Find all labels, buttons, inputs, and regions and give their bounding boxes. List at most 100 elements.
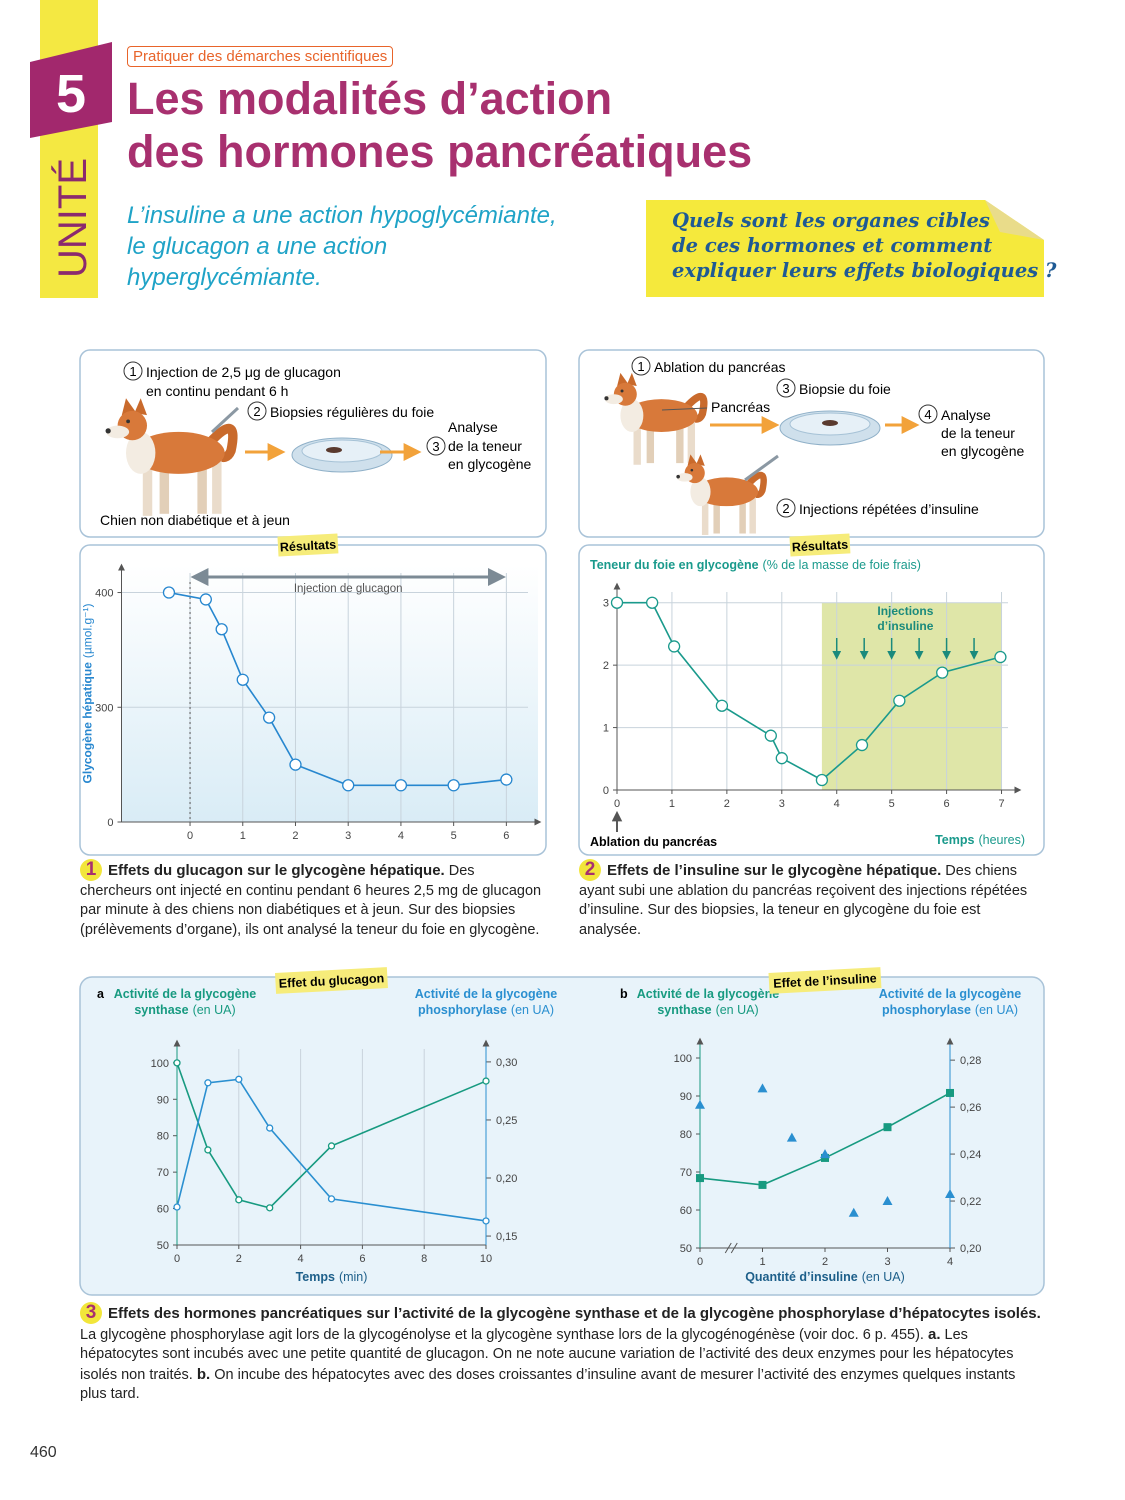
y-tick-label: 90 <box>680 1091 692 1103</box>
results-tag: Résultats <box>277 533 339 557</box>
y-tick-label: 300 <box>95 702 113 714</box>
y-tick-label: 50 <box>157 1240 169 1252</box>
axis-title: Activité de la glycogène <box>637 987 779 1001</box>
step-circle <box>123 361 143 381</box>
x-axis-label-group: Temps (min) <box>296 1270 368 1284</box>
x-tick-label: 2 <box>822 1256 828 1268</box>
data-point <box>610 596 624 609</box>
data-point <box>882 1196 893 1206</box>
unit-label: UNITÉ <box>50 158 95 278</box>
data-point <box>204 1079 212 1087</box>
section-tag: Pratiquer des démarches scientifiques <box>127 46 394 67</box>
axis-title: Activité de la glycogène <box>114 987 256 1001</box>
caption: 2 Effets de l’insuline sur le glycogène h… <box>579 859 1044 940</box>
step-number: 2 <box>782 501 789 516</box>
y-axis-label-unit: (µmol.g⁻¹) <box>81 604 95 659</box>
x-tick-label: 3 <box>779 798 785 810</box>
data-point <box>715 699 729 712</box>
syringe <box>744 454 779 482</box>
y-axis-label-group: Glycogène hépatique (µmol.g⁻¹) <box>81 604 95 784</box>
y2-tick-label: 0,26 <box>960 1102 981 1114</box>
y-axis-label: Teneur du foie en glycogène <box>590 558 759 572</box>
syringe <box>210 406 240 434</box>
liver-sample <box>326 447 342 453</box>
x-tick-label: 5 <box>451 830 457 842</box>
data-point <box>820 1149 830 1159</box>
step-number: 3 <box>782 381 789 396</box>
y-axis-label: Glycogène hépatique <box>81 662 95 784</box>
x-tick-label: 0 <box>187 830 193 842</box>
pointer-line <box>661 407 708 411</box>
unit-badge <box>30 42 112 138</box>
step-number: 2 <box>253 404 260 419</box>
data-point <box>394 779 408 792</box>
data-point <box>199 593 213 606</box>
caption: 3 Effets des hormones pancréatiques sur l… <box>80 1302 1045 1405</box>
injection-label: d’insuline <box>877 619 933 633</box>
x-axis-label-group: Temps (heures) <box>935 833 1025 847</box>
x-tick-label: 2 <box>724 798 730 810</box>
caption-number: 3 <box>80 1302 102 1324</box>
step-text: Injection de 2,5 μg de glucagon <box>146 364 341 380</box>
step-circle <box>426 436 446 456</box>
axis-title-group: phosphorylase (en UA) <box>882 1003 1018 1017</box>
page-title: Les modalités d’action des hormones panc… <box>127 72 752 178</box>
step-text: en glycogène <box>448 456 532 472</box>
x-tick-label: 3 <box>345 830 351 842</box>
x-tick-label: 8 <box>421 1253 427 1265</box>
series-line <box>176 1062 487 1209</box>
question-line: Quels sont les organes cibles <box>672 209 990 232</box>
data-point <box>893 694 906 707</box>
axis-break <box>730 1242 738 1254</box>
x-tick-label: 7 <box>998 798 1004 810</box>
panel-tag-text: Effet du glucagon <box>278 971 384 991</box>
data-point <box>173 1059 181 1067</box>
page-number: 460 <box>30 1444 57 1461</box>
caption-title: Effets de l’insuline sur le glycogène hé… <box>607 862 942 879</box>
y-tick-label: 70 <box>680 1167 692 1179</box>
y-tick-label: 400 <box>95 588 113 600</box>
data-point <box>266 1204 274 1212</box>
caption-number: 1 <box>80 859 102 881</box>
intro-line: le glucagon a une action <box>127 233 388 260</box>
data-point <box>764 729 777 742</box>
x-tick-label: 6 <box>944 798 950 810</box>
caption-text: La glycogène phosphorylase agit lors de … <box>80 1326 924 1343</box>
caption-text: Les hépatocytes sont incubés avec une pe… <box>80 1326 1014 1383</box>
data-point <box>757 1083 768 1093</box>
unit-number: 5 <box>56 64 86 124</box>
y-tick-label: 60 <box>680 1205 692 1217</box>
doc2-labels: 1 Ablation du pancréas Pancréas 3 Biopsi… <box>631 356 1025 518</box>
panel-letter: b <box>620 987 628 1001</box>
intro-line: hyperglycémiante. <box>127 264 322 291</box>
x-tick-label: 1 <box>669 798 675 810</box>
x-axis-label-group: Quantité d’insuline (en UA) <box>745 1270 905 1284</box>
question-box <box>646 200 1044 297</box>
caption-part-label: a. <box>927 1325 941 1343</box>
x-tick-label: 6 <box>503 830 509 842</box>
data-point <box>775 752 788 765</box>
data-point <box>994 650 1007 664</box>
step-number: 4 <box>924 407 931 422</box>
x-tick-label: 3 <box>884 1256 890 1268</box>
data-point <box>500 773 513 786</box>
y-tick-label: 90 <box>157 1094 169 1106</box>
y2-tick-label: 0,25 <box>496 1115 517 1127</box>
data-point <box>173 1203 181 1211</box>
axis-break <box>724 1242 732 1254</box>
results-tag: Résultats <box>789 533 851 557</box>
x-tick-label: 2 <box>292 830 298 842</box>
data-point <box>236 673 249 686</box>
step-text: Ablation du pancréas <box>654 359 786 375</box>
results-tag-text: Résultats <box>280 538 337 555</box>
data-point <box>646 596 659 609</box>
doc1-labels: 1 Injection de 2,5 μg de glucagon en con… <box>100 361 532 528</box>
step-circle <box>776 498 796 518</box>
data-point <box>289 758 302 771</box>
step-circle <box>918 404 938 424</box>
y-axis-label-unit: (% de la masse de foie frais) <box>763 558 921 572</box>
x-axis-label-unit: (min) <box>339 1270 367 1284</box>
plot-background <box>122 565 538 822</box>
y2-tick-label: 0,28 <box>960 1055 981 1067</box>
y2-tick-label: 0,15 <box>496 1231 517 1243</box>
